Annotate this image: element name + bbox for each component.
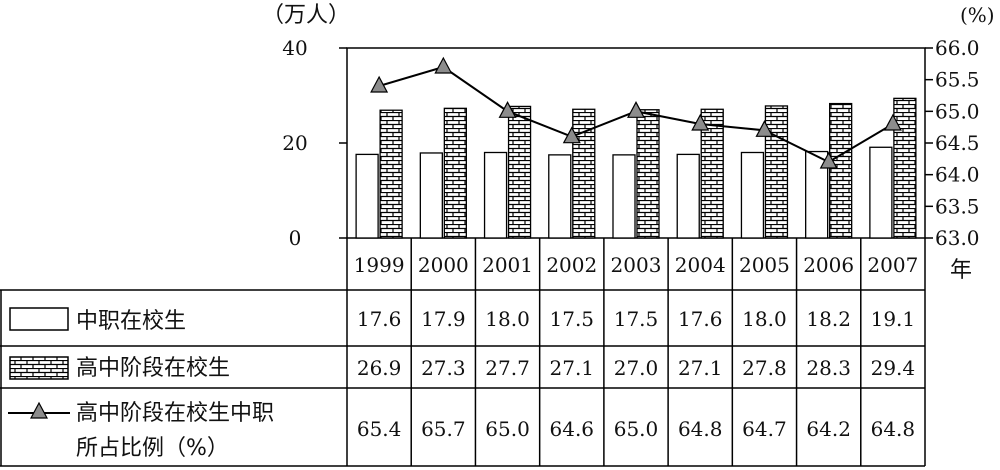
left-tick-label: 40 xyxy=(282,36,307,60)
legend-triangle-marker xyxy=(30,401,48,419)
bar-brick xyxy=(443,107,467,239)
left-tick-label: 0 xyxy=(289,226,302,250)
table-cell-value: 18.2 xyxy=(806,307,851,331)
table-cell-value: 65.4 xyxy=(357,417,402,441)
bar-brick xyxy=(893,97,917,239)
x-axis-unit: 年 xyxy=(950,258,972,283)
table-cell-value: 65.0 xyxy=(614,417,659,441)
table-cell-value: 27.8 xyxy=(742,356,787,380)
table-cell-value: 17.5 xyxy=(550,307,595,331)
bar-plain xyxy=(740,151,765,239)
x-tick-label: 2004 xyxy=(675,253,726,277)
right-tick-label: 65.0 xyxy=(935,99,980,123)
x-tick-label: 2006 xyxy=(803,253,854,277)
ratio-point xyxy=(370,75,389,93)
right-axis-unit: (%) xyxy=(960,3,995,27)
table-cell-value: 18.0 xyxy=(485,307,530,331)
bar-brick xyxy=(829,102,853,239)
table-cell-value: 65.7 xyxy=(421,417,466,441)
table-cell-value: 64.2 xyxy=(806,417,851,441)
bar-brick xyxy=(764,105,789,239)
legend-row-bar: 中职在校生 xyxy=(9,307,186,334)
legend-label-3-line1: 高中阶段在校生中职 xyxy=(76,401,274,426)
ratio-point xyxy=(434,56,453,74)
left-tick-label: 20 xyxy=(282,131,307,155)
bar-plain xyxy=(805,150,829,239)
x-tick-label: 1999 xyxy=(354,253,405,277)
right-tick-label: 64.0 xyxy=(935,163,980,187)
table-cell-value: 27.0 xyxy=(614,356,659,380)
bar-plain xyxy=(483,151,508,239)
left-axis-unit: （万人） xyxy=(262,3,350,28)
table-cell-value: 17.9 xyxy=(421,307,466,331)
bar-brick xyxy=(507,105,532,239)
legend-label-3-line2: 所占比例（%） xyxy=(76,436,229,461)
table-cell-value: 29.4 xyxy=(871,356,916,380)
table-cell-value: 65.0 xyxy=(485,417,530,441)
right-tick-label: 63.0 xyxy=(935,226,980,250)
x-tick-label: 2005 xyxy=(739,253,790,277)
ratio-point xyxy=(627,101,645,118)
right-tick-label: 63.5 xyxy=(935,194,980,218)
x-tick-label: 2003 xyxy=(611,253,662,277)
bar-plain xyxy=(548,154,572,239)
bar-plain xyxy=(869,146,893,239)
table-cell-value: 27.1 xyxy=(678,356,723,380)
right-tick-label: 64.5 xyxy=(935,131,980,155)
bar-plain xyxy=(612,154,636,239)
right-tick-label: 65.5 xyxy=(935,68,980,92)
ratio-point xyxy=(819,151,838,169)
table-cell-value: 26.9 xyxy=(357,356,402,380)
table-cell-value: 27.3 xyxy=(421,356,466,380)
ratio-point xyxy=(562,126,581,144)
bar-brick xyxy=(379,109,403,239)
bar-plain xyxy=(419,152,443,239)
legend-label-1: 中职在校生 xyxy=(76,309,186,334)
ratio-point xyxy=(883,113,902,131)
legend-label-2: 高中阶段在校生 xyxy=(76,356,230,381)
ratio-point xyxy=(691,113,710,131)
table-cell-value: 64.8 xyxy=(678,417,723,441)
x-tick-label: 2002 xyxy=(546,253,597,277)
bar-brick xyxy=(700,108,724,239)
legend-swatch-brick xyxy=(9,356,69,380)
x-tick-label: 2000 xyxy=(418,253,469,277)
ratio-point xyxy=(755,120,774,137)
legend-row-line: 高中阶段在校生中职 所占比例（%） xyxy=(8,401,274,461)
x-tick-label: 2007 xyxy=(867,253,918,277)
table-cell-value: 64.8 xyxy=(871,417,916,441)
bar-brick xyxy=(636,109,660,239)
table-cell-value: 27.1 xyxy=(550,356,595,380)
table-cell-value: 64.7 xyxy=(742,417,787,441)
table-cell-value: 17.6 xyxy=(678,307,723,331)
table-cell-value: 28.3 xyxy=(806,356,851,380)
table-cell-value: 18.0 xyxy=(742,307,787,331)
table-cell-value: 17.6 xyxy=(357,307,402,331)
table-cell-value: 64.6 xyxy=(550,417,595,441)
ratio-point xyxy=(498,101,517,118)
table-cell-value: 27.7 xyxy=(485,356,530,380)
data-table xyxy=(0,238,926,467)
bar-plain xyxy=(676,153,700,239)
table-cell-value: 19.1 xyxy=(871,307,916,331)
table-cell-value: 17.5 xyxy=(614,307,659,331)
bar-plain xyxy=(355,153,379,239)
legend-row-brick: 高中阶段在校生 xyxy=(9,356,230,381)
x-tick-label: 2001 xyxy=(482,253,533,277)
legend-swatch-plain xyxy=(9,307,69,331)
right-tick-label: 66.0 xyxy=(935,36,980,60)
